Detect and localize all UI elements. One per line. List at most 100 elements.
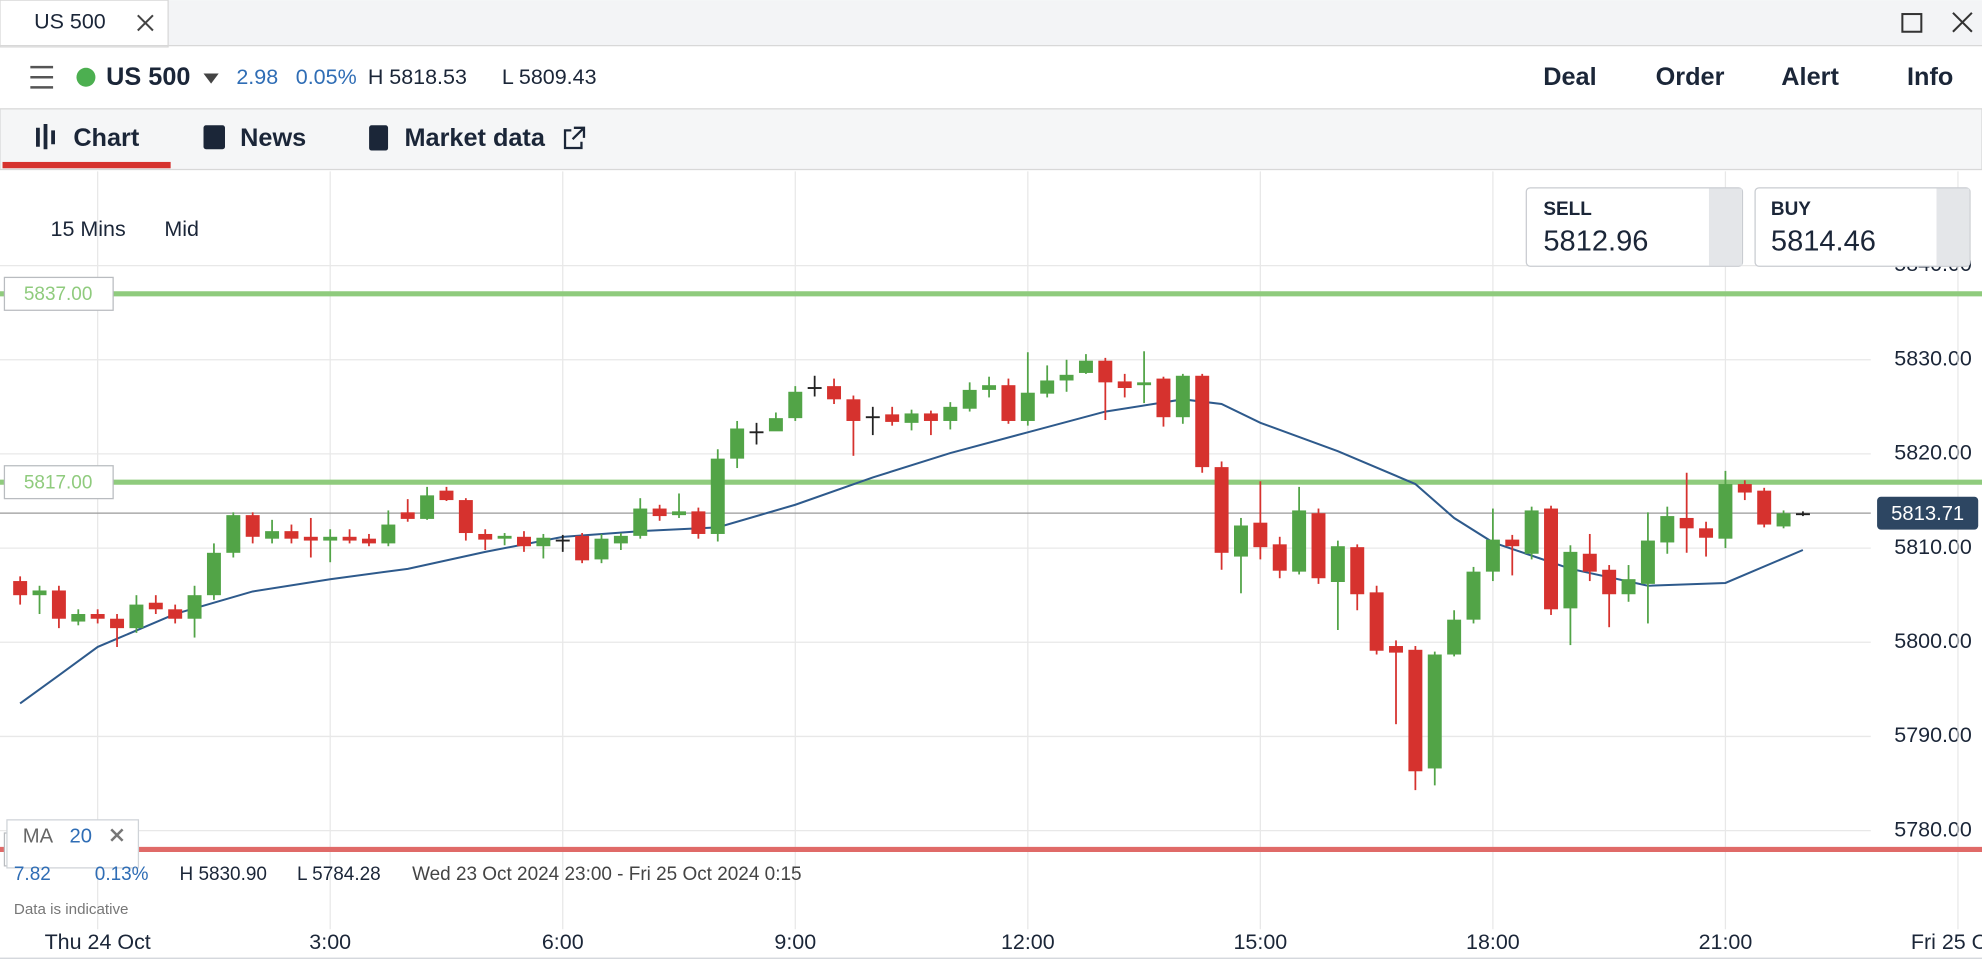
buy-price: 5814.46	[1771, 226, 1876, 258]
level-label: 5837.00	[24, 284, 93, 305]
chart-icon	[36, 124, 55, 150]
candle-body	[1214, 467, 1229, 553]
indicator-remove[interactable]	[110, 828, 124, 842]
tab-close[interactable]	[137, 14, 154, 32]
candle-body	[1001, 385, 1016, 421]
level-label-box	[3, 465, 114, 500]
price-type[interactable]: Mid	[164, 217, 199, 241]
instrument[interactable]: US 500	[106, 63, 190, 91]
candle-body	[206, 552, 221, 596]
nav-item[interactable]: Market data	[404, 124, 545, 152]
candle-body	[51, 590, 66, 619]
candle-body	[652, 508, 667, 517]
summary-high: H 5830.90	[179, 864, 266, 885]
y-tick-label: 5820.00	[1894, 441, 1972, 465]
dropdown[interactable]	[203, 73, 219, 84]
x-tick-label: 15:00	[1233, 930, 1287, 954]
high: H 5818.53	[368, 65, 467, 89]
candle-body	[1253, 522, 1268, 548]
candle-body	[1582, 553, 1597, 572]
candle-body	[827, 386, 842, 400]
candle-body	[1098, 360, 1113, 383]
candle-body	[1660, 516, 1675, 543]
menu[interactable]	[30, 65, 54, 89]
action[interactable]: Alert	[1781, 63, 1839, 91]
candle-body	[1524, 510, 1539, 554]
candle-body	[672, 511, 686, 516]
candle-body	[1020, 392, 1035, 421]
tab-bar	[0, 0, 1982, 46]
x-tick-label: 21:00	[1699, 930, 1753, 954]
candle-body	[1040, 380, 1055, 394]
candle-body	[342, 536, 357, 541]
candle-body	[1699, 528, 1714, 538]
buy-box[interactable]	[1754, 187, 1971, 267]
candle-body	[1059, 374, 1074, 381]
action[interactable]: Order	[1656, 63, 1725, 91]
candle-body	[1776, 513, 1791, 527]
candle-body	[1466, 571, 1481, 620]
candle-body	[439, 490, 454, 501]
action[interactable]: Deal	[1543, 63, 1596, 91]
maximize[interactable]	[1901, 13, 1923, 33]
sell-label: SELL	[1543, 199, 1591, 220]
tab[interactable]	[0, 0, 169, 48]
candle-body	[943, 406, 958, 421]
note: Data is indicative	[14, 901, 129, 918]
candle-body	[1369, 592, 1384, 651]
candle-body	[458, 500, 473, 534]
sell-box-edge	[1708, 188, 1742, 266]
level-label-box	[3, 276, 114, 311]
candle-body	[749, 431, 764, 434]
candle-body	[1156, 378, 1171, 418]
candle-body	[323, 536, 338, 541]
buy-box-edge	[1936, 188, 1970, 266]
candle-body	[1234, 525, 1248, 557]
candle-body	[768, 418, 783, 432]
candle-body	[594, 538, 609, 560]
candle-body	[226, 515, 241, 553]
candle-body	[381, 524, 396, 544]
summary-change-pct: 0.13%	[95, 864, 149, 885]
action[interactable]: Info	[1907, 63, 1953, 91]
nav-item[interactable]: Chart	[73, 124, 140, 152]
candle-body	[1795, 513, 1810, 516]
x-tick-label: Fri 25 Oct	[1911, 930, 1982, 954]
candle-body	[1447, 619, 1462, 655]
candle-body	[1117, 381, 1132, 389]
candle-body	[633, 508, 648, 536]
candle-body	[90, 614, 105, 619]
candle-body	[865, 416, 880, 419]
candle-body	[1757, 490, 1772, 525]
active-indicator	[2, 161, 171, 169]
indicator-period: 20	[70, 825, 93, 847]
candle-body	[420, 495, 435, 519]
y-tick-label: 5800.00	[1894, 629, 1972, 653]
nav-item[interactable]: News	[240, 124, 306, 152]
candle-body	[265, 531, 280, 539]
candle-body	[613, 535, 628, 544]
sell-box[interactable]	[1525, 187, 1744, 267]
x-tick-label: 12:00	[1001, 930, 1055, 954]
summary-low: L 5784.28	[297, 864, 381, 885]
candle-body	[110, 618, 125, 629]
y-tick-label: 5780.00	[1894, 817, 1972, 841]
y-tick-label: 5810.00	[1894, 535, 1972, 559]
indicator-box[interactable]	[6, 819, 140, 869]
interval[interactable]: 15 Mins	[51, 217, 126, 241]
candle-body	[536, 537, 551, 547]
candle-body	[575, 535, 590, 561]
x-tick-label: 18:00	[1466, 930, 1520, 954]
candle-body	[478, 533, 493, 540]
candle-body	[807, 387, 822, 389]
candle-body	[885, 414, 900, 422]
candle-body	[555, 539, 570, 542]
close-window[interactable]	[1952, 12, 1973, 33]
change: 2.98	[236, 65, 278, 89]
candle-body	[1175, 375, 1190, 418]
candle-body	[497, 535, 512, 539]
candle-body	[1718, 484, 1733, 539]
candle-body	[1292, 510, 1307, 572]
